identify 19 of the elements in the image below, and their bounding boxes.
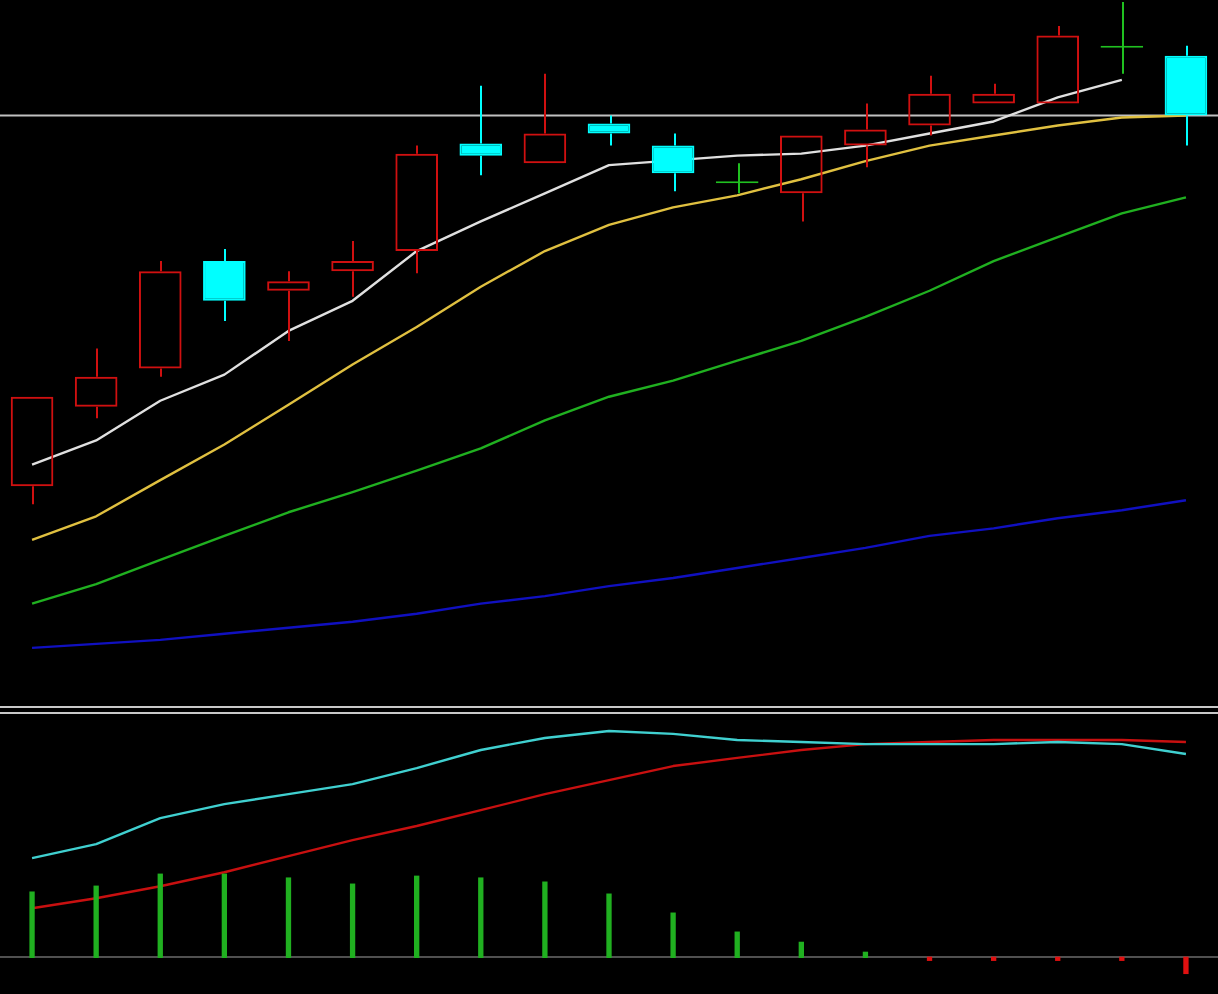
bar [670,912,676,958]
bar [1183,956,1189,975]
bar [29,891,35,958]
bar [157,873,163,958]
candlestick [651,132,695,193]
bar [349,883,356,958]
bar [798,941,804,958]
bar [542,881,548,958]
candlestick [587,114,631,147]
bar [93,885,99,958]
candlestick [203,248,246,322]
bar [414,875,420,958]
bar [734,931,740,958]
candlestick [459,84,503,177]
bar [478,877,484,958]
bar [221,873,228,958]
candlestick [1164,44,1208,147]
bar [285,877,292,958]
bar [606,893,612,958]
